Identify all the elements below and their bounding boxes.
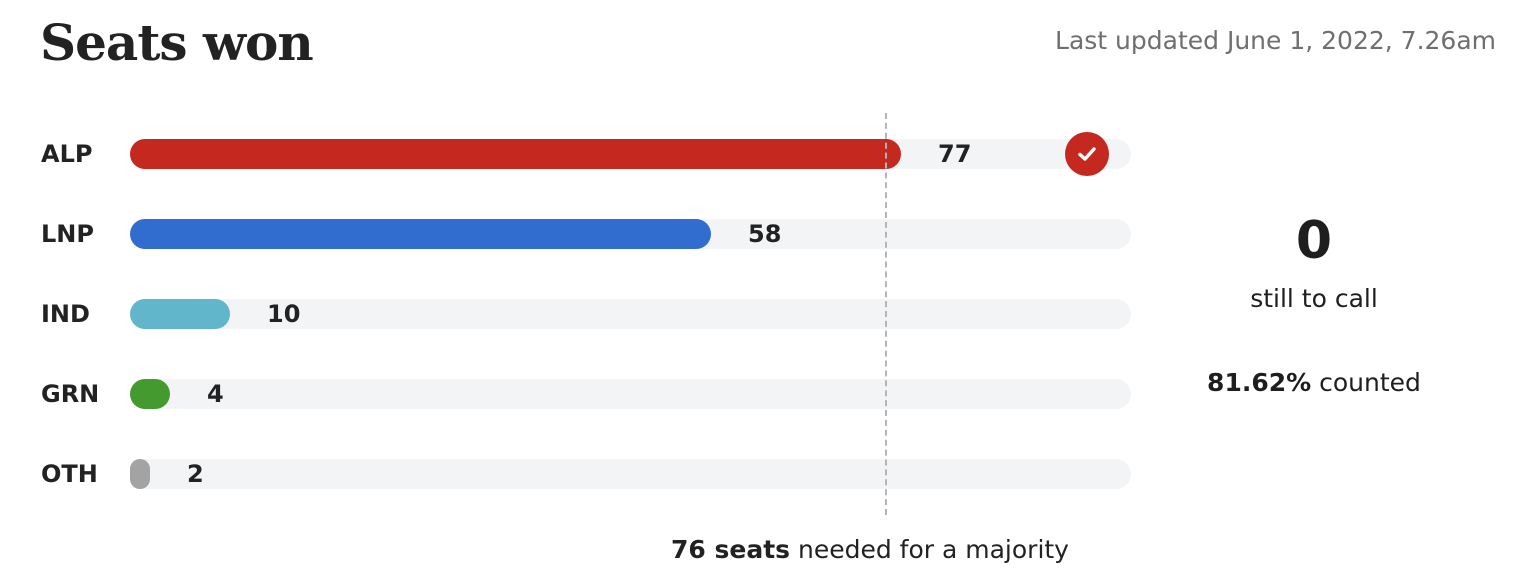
still-to-call-count: 0 (1295, 211, 1333, 271)
bar-alp (130, 139, 901, 169)
bar-value-lnp: 58 (748, 220, 782, 248)
party-label-alp: ALP (41, 140, 93, 168)
bar-track-ind (130, 299, 1131, 329)
page-title: Seats won (40, 13, 314, 72)
bar-track-alp (130, 139, 1131, 169)
counted-value: 81.62% (1207, 368, 1312, 397)
last-updated-text: Last updated June 1, 2022, 7.26am (1055, 26, 1496, 55)
still-to-call-label: still to call (1250, 284, 1378, 313)
bar-value-grn: 4 (207, 380, 224, 408)
bar-value-alp: 77 (938, 140, 972, 168)
party-label-lnp: LNP (41, 220, 94, 248)
bar-grn (130, 379, 170, 409)
counted-summary: 81.62% counted (1180, 366, 1448, 400)
bar-value-oth: 2 (187, 460, 204, 488)
party-label-grn: GRN (41, 380, 100, 408)
party-label-ind: IND (41, 300, 90, 328)
bar-oth (130, 459, 150, 489)
party-label-oth: OTH (41, 460, 98, 488)
majority-label: 76 seats needed for a majority (585, 533, 1155, 567)
majority-threshold-line (885, 113, 887, 515)
bar-lnp (130, 219, 711, 249)
winner-check-icon (1065, 132, 1109, 176)
majority-label-text: needed for a majority (797, 535, 1069, 564)
majority-seats-text: 76 seats (671, 535, 791, 564)
bar-ind (130, 299, 230, 329)
bar-track-grn (130, 379, 1131, 409)
counted-label: counted (1319, 368, 1421, 397)
bar-value-ind: 10 (267, 300, 301, 328)
bar-track-oth (130, 459, 1131, 489)
bar-track-lnp (130, 219, 1131, 249)
